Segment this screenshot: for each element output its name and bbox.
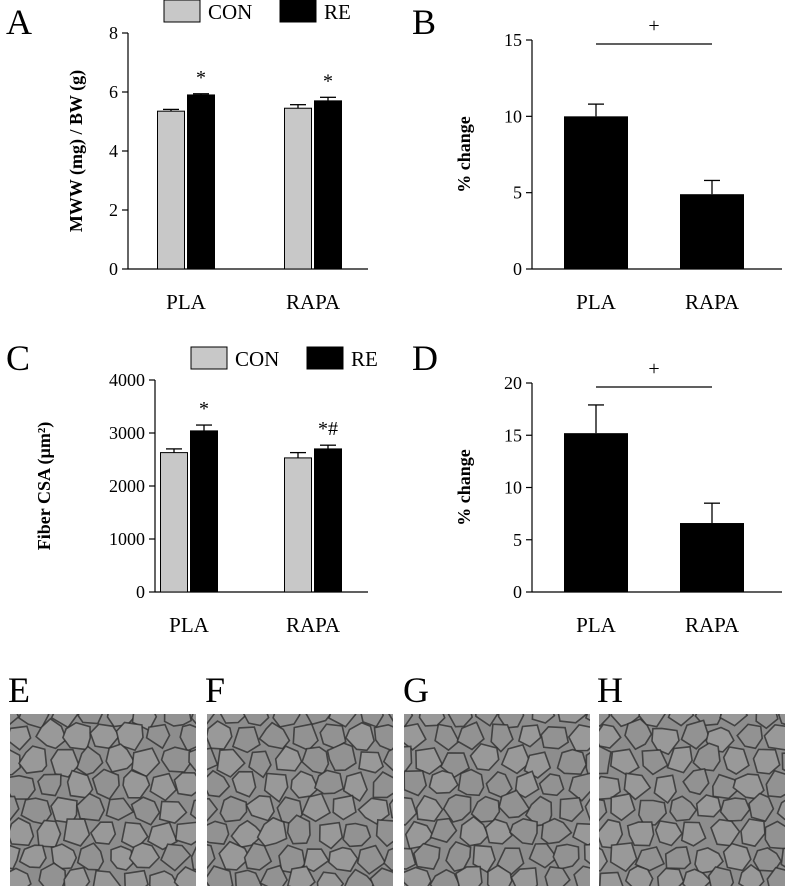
panel-b-xtick-label: PLA <box>576 290 617 314</box>
panel-c-legend-label-con: CON <box>235 347 279 371</box>
panel-c-xtick-label: RAPA <box>286 613 341 637</box>
panel-c-ylabel: Fiber CSA (µm²) <box>34 422 55 550</box>
panel-b-xtick-label: RAPA <box>685 290 740 314</box>
panel-b-bar-rapa <box>680 194 744 269</box>
panel-a-xtick-label: PLA <box>166 290 207 314</box>
panel-d-ytick-label: 0 <box>513 582 522 602</box>
panel-a-significance-mark: * <box>323 70 333 92</box>
panel-a-ytick-label: 8 <box>109 23 118 43</box>
panel-c-significance-mark: *# <box>318 418 338 440</box>
panel-label-f: F <box>205 670 225 710</box>
panel-c-legend-swatch-re <box>306 346 344 370</box>
panel-c-ytick-label: 2000 <box>109 476 145 496</box>
panel-a-legend-label-re: RE <box>324 0 351 24</box>
panel-a-legend-swatch-re <box>279 0 317 23</box>
panel-a-bar-re-rapa <box>314 100 342 270</box>
panel-c-bar-con-pla <box>160 452 188 593</box>
panel-a-bar-re-pla <box>187 94 215 270</box>
panel-c-xtick-label: PLA <box>169 613 210 637</box>
panel-a-legend-label-con: CON <box>208 0 252 24</box>
panel-b-ytick-label: 10 <box>504 106 522 126</box>
panel-c-ytick-label: 0 <box>136 582 145 602</box>
fiber-texture <box>207 714 393 886</box>
panel-a-bar-con-pla <box>157 110 185 270</box>
panel-b-bar-pla <box>564 116 628 269</box>
panel-d-ytick-label: 15 <box>504 425 522 445</box>
panel-a-label: A <box>6 2 32 42</box>
panel-c-ytick-label: 3000 <box>109 423 145 443</box>
panel-c-bar-re-pla <box>190 430 218 593</box>
panel-c-bar-re-rapa <box>314 448 342 593</box>
panel-c-label: C <box>6 338 30 378</box>
panel-a-ylabel: MWW (mg) / BW (g) <box>66 70 87 232</box>
panel-d-xtick-label: RAPA <box>685 613 740 637</box>
fiber-texture <box>599 714 785 886</box>
micrograph-h <box>599 714 785 886</box>
panel-b-ylabel: % change <box>454 116 474 193</box>
panel-a-legend-swatch-con <box>163 0 201 23</box>
panel-label-e: E <box>8 670 30 710</box>
micrograph-g <box>404 714 590 886</box>
panel-d-xtick-label: PLA <box>576 613 617 637</box>
panel-b-ytick-label: 15 <box>504 30 522 50</box>
panel-c-significance-mark: * <box>199 398 209 420</box>
panel-c-ytick-label: 4000 <box>109 370 145 390</box>
figure: A 0 2 4 6 8 MWW (mg) / BW (g) PLA RAPA * * CON RE B 0 5… <box>6 0 782 637</box>
panel-d-label: D <box>412 338 438 378</box>
panel-d-ylabel: % change <box>454 449 474 526</box>
panel-b-label: B <box>412 2 436 42</box>
micrograph-labels: E F G H <box>8 670 623 710</box>
panel-b-significance-mark: + <box>648 15 659 37</box>
panel-label-h: H <box>597 670 623 710</box>
panel-a-ytick-label: 2 <box>109 200 118 220</box>
panel-a-bar-con-rapa <box>284 107 312 270</box>
micrograph-f <box>207 714 393 886</box>
panel-c-legend-swatch-con <box>190 346 228 370</box>
panel-c-legend-label-re: RE <box>351 347 378 371</box>
panel-c-bar-con-rapa <box>284 457 312 593</box>
panel-a-significance-mark: * <box>196 67 206 89</box>
panel-b-ytick-label: 5 <box>513 183 522 203</box>
panel-b-ytick-label: 0 <box>513 259 522 279</box>
panel-d-bar-rapa <box>680 523 744 592</box>
panel-a-ytick-label: 4 <box>109 141 118 161</box>
panel-d-ytick-label: 10 <box>504 478 522 498</box>
panel-c-ytick-label: 1000 <box>109 529 145 549</box>
fiber-texture <box>404 714 590 886</box>
panel-a-ytick-label: 6 <box>109 82 118 102</box>
fiber-texture <box>10 714 196 886</box>
panel-d-bar-pla <box>564 433 628 592</box>
panel-d-ytick-label: 5 <box>513 530 522 550</box>
panel-d-significance-mark: + <box>648 358 659 380</box>
micrograph-e <box>10 714 196 886</box>
panel-a-ytick-label: 0 <box>109 259 118 279</box>
panel-d-ytick-label: 20 <box>504 373 522 393</box>
panel-label-g: G <box>403 670 429 710</box>
panel-a-xtick-label: RAPA <box>286 290 341 314</box>
